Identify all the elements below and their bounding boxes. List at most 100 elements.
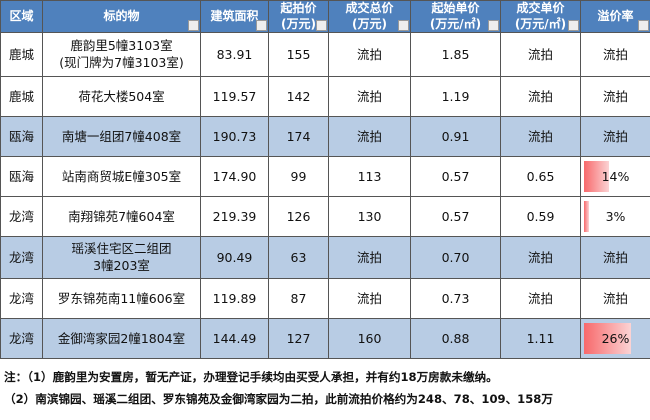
- table-row: 龙湾 南翔锦苑7幢604室 219.39 126 130 0.57 0.59 3%: [0, 196, 650, 238]
- filter-button[interactable]: [638, 20, 649, 32]
- cell-text: 219.39: [212, 208, 257, 224]
- table-cell: 219.39: [200, 196, 269, 238]
- cell-text: 龙湾: [8, 208, 34, 224]
- header-text: 建筑面积: [210, 8, 259, 23]
- table-cell: 瑶溪住宅区二组团 3幢203室: [42, 236, 201, 280]
- cell-text: 罗东锦苑南11幢606室: [57, 290, 186, 306]
- header-row: 区域 标的物 建筑面积 起拍价 (万元) 成交总价 (万元) 起始单价 (万元/㎡) 成交单…: [0, 0, 650, 34]
- cell-text: 1.19: [441, 88, 470, 104]
- premium-bar: [584, 201, 590, 233]
- header-text: 起始单价 (万元/㎡): [429, 1, 482, 31]
- cell-text: 90.49: [216, 249, 253, 265]
- header-text: 起拍价 (万元): [280, 1, 317, 31]
- header-cell: 建筑面积: [200, 0, 269, 34]
- header-text: 标的物: [103, 8, 140, 23]
- cell-text: 87: [290, 290, 307, 306]
- table-cell: 南翔锦苑7幢604室: [42, 196, 201, 238]
- cell-text: 鹿城: [8, 46, 34, 62]
- table-cell: 流拍: [500, 32, 581, 78]
- cell-text: 流拍: [602, 290, 628, 306]
- premium-bar: [584, 161, 610, 193]
- cell-text: 174: [286, 128, 311, 144]
- table-cell: 119.89: [200, 278, 269, 320]
- table-cell: 1.11: [500, 318, 581, 360]
- premium-label: 26%: [601, 330, 630, 346]
- cell-text: 0.91: [441, 128, 470, 144]
- cell-text: 1.85: [441, 46, 470, 62]
- table-cell: 流拍: [500, 278, 581, 320]
- table-cell: 190.73: [200, 116, 269, 158]
- table-cell: 1.19: [410, 76, 501, 118]
- header-cell: 成交单价 (万元/㎡): [500, 0, 581, 34]
- table-cell: 155: [268, 32, 329, 78]
- header-cell: 起拍价 (万元): [268, 0, 329, 34]
- cell-text: 鹿韵里5幢3103室 (现门牌为7幢3103室): [59, 38, 184, 70]
- table-cell: 0.59: [500, 196, 581, 238]
- cell-text: 0.57: [441, 208, 470, 224]
- table-cell: 142: [268, 76, 329, 118]
- table-cell: 流拍: [500, 76, 581, 118]
- note-line: （2）南滨锦园、瑶溪二组团、罗东锦苑及金御湾家园为二拍，此前流拍价格约为248、…: [4, 392, 553, 406]
- table-cell: 金御湾家园2幢1804室: [42, 318, 201, 360]
- cell-text: 119.57: [212, 88, 257, 104]
- filter-button[interactable]: [256, 20, 267, 32]
- table-cell: 160: [328, 318, 411, 360]
- table-cell: 流拍: [328, 278, 411, 320]
- filter-button[interactable]: [398, 20, 409, 32]
- header-text: 成交总价 (万元): [345, 1, 394, 31]
- header-text: 成交单价 (万元/㎡): [514, 1, 567, 31]
- cell-text: 龙湾: [8, 290, 34, 306]
- premium-label: 3%: [605, 208, 626, 224]
- cell-text: 流拍: [356, 46, 382, 62]
- table-cell: 龙湾: [0, 236, 43, 280]
- table-cell: 流拍: [580, 76, 650, 118]
- premium-bar: [584, 323, 631, 355]
- filter-button[interactable]: [488, 20, 499, 32]
- table-cell: 流拍: [500, 116, 581, 158]
- table-cell: 流拍: [500, 236, 581, 280]
- table-cell: 站南商贸城E幢305室: [42, 156, 201, 198]
- table-cell: 龙湾: [0, 318, 43, 360]
- table-row: 瓯海 南塘一组团7幢408室 190.73 174 流拍 0.91 流拍 流拍: [0, 116, 650, 158]
- table-cell: 流拍: [328, 236, 411, 280]
- cell-text: 瑶溪住宅区二组团 3幢203室: [71, 241, 172, 273]
- cell-text: 南塘一组团7幢408室: [61, 128, 182, 144]
- cell-text: 龙湾: [8, 330, 34, 346]
- header-text: 区域: [9, 8, 34, 23]
- table-cell: 罗东锦苑南11幢606室: [42, 278, 201, 320]
- table-cell: 26%: [580, 318, 650, 360]
- table-cell: 鹿城: [0, 32, 43, 78]
- table-cell: 瓯海: [0, 116, 43, 158]
- cell-text: 荷花大楼504室: [78, 88, 165, 104]
- table-cell: 130: [328, 196, 411, 238]
- filter-button[interactable]: [188, 20, 199, 32]
- table-cell: 鹿韵里5幢3103室 (现门牌为7幢3103室): [42, 32, 201, 78]
- cell-text: 190.73: [212, 128, 257, 144]
- cell-text: 130: [357, 208, 382, 224]
- table-cell: 0.65: [500, 156, 581, 198]
- cell-text: 174.90: [212, 168, 257, 184]
- table-cell: 龙湾: [0, 278, 43, 320]
- table-cell: 99: [268, 156, 329, 198]
- header-text: 溢价率: [597, 8, 634, 23]
- header-cell: 区域: [0, 0, 43, 34]
- cell-text: 流拍: [356, 290, 382, 306]
- table-cell: 龙湾: [0, 196, 43, 238]
- table-cell: 127: [268, 318, 329, 360]
- cell-text: 83.91: [216, 46, 253, 62]
- table-cell: 83.91: [200, 32, 269, 78]
- table-cell: 0.70: [410, 236, 501, 280]
- filter-button[interactable]: [568, 20, 579, 32]
- table-cell: 144.49: [200, 318, 269, 360]
- auction-table: 区域 标的物 建筑面积 起拍价 (万元) 成交总价 (万元) 起始单价 (万元/㎡) 成交单…: [0, 0, 650, 360]
- cell-text: 流拍: [527, 249, 553, 265]
- table-cell: 3%: [580, 196, 650, 238]
- cell-text: 流拍: [602, 249, 628, 265]
- cell-text: 流拍: [527, 88, 553, 104]
- filter-button[interactable]: [316, 20, 327, 32]
- cell-text: 127: [286, 330, 311, 346]
- table-cell: 鹿城: [0, 76, 43, 118]
- table-cell: 南塘一组团7幢408室: [42, 116, 201, 158]
- cell-text: 144.49: [212, 330, 257, 346]
